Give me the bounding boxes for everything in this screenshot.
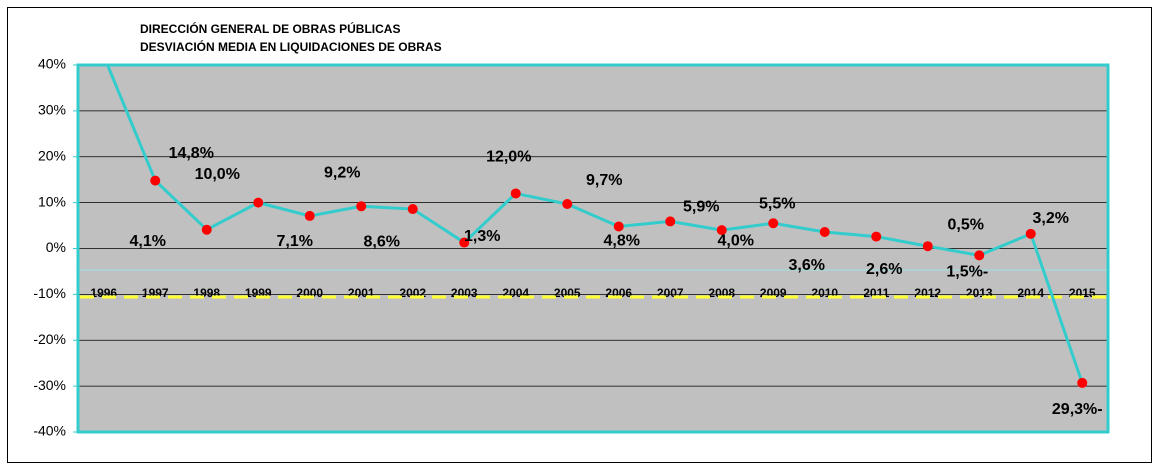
chart-title: DIRECCIÓN GENERAL DE OBRAS PÚBLICAS — [140, 21, 400, 36]
grid — [78, 64, 1108, 433]
data-point — [819, 226, 830, 237]
data-point — [150, 175, 161, 186]
y-tick-label: -20% — [33, 331, 66, 347]
y-tick-label: 40% — [38, 56, 66, 72]
data-point — [510, 188, 521, 199]
data-label: 0,5% — [948, 216, 984, 233]
data-label: 4,0% — [718, 232, 754, 249]
data-label: 1,5%- — [946, 264, 988, 281]
data-point — [716, 225, 727, 236]
data-point — [1025, 228, 1036, 239]
data-point — [407, 204, 418, 215]
y-tick-label: 20% — [38, 147, 66, 163]
data-point — [459, 237, 470, 248]
data-label: 4,1% — [130, 233, 166, 250]
data-point — [871, 231, 882, 242]
data-point — [356, 201, 367, 212]
data-point — [974, 250, 985, 261]
data-label: 3,2% — [1033, 210, 1069, 227]
data-point — [613, 221, 624, 232]
data-label: 9,7% — [586, 172, 622, 189]
data-label: 3,6% — [789, 257, 825, 274]
y-axis: -40% -30% -20% -10% 0% 10% 20% 30% 40% — [33, 56, 78, 439]
data-label: 5,9% — [683, 199, 719, 216]
data-label: 7,1% — [277, 233, 313, 250]
data-point — [665, 216, 676, 227]
data-point — [253, 197, 264, 208]
y-tick-label: -10% — [33, 285, 66, 301]
data-label: 8,6% — [364, 233, 400, 250]
data-label: 4,8% — [604, 233, 640, 250]
data-label: 14,8% — [169, 145, 214, 162]
series-line — [105, 65, 1084, 384]
data-point — [1077, 377, 1088, 388]
y-tick-label: 30% — [38, 102, 66, 118]
data-point — [201, 224, 212, 235]
data-label: 9,2% — [324, 165, 360, 182]
y-tick-label: 10% — [38, 193, 66, 209]
y-tick-label: -30% — [33, 377, 66, 393]
data-label: 29,3%- — [1052, 401, 1103, 418]
y-tick-label: -40% — [33, 423, 66, 439]
data-label: 2,6% — [866, 261, 902, 278]
chart-subtitle: DESVIACIÓN MEDIA EN LIQUIDACIONES DE OBR… — [140, 39, 442, 54]
data-label: 12,0% — [486, 149, 531, 166]
data-point — [562, 199, 573, 210]
data-point — [304, 210, 315, 221]
data-labels: 14,8% 4,1% 10,0% 7,1% 9,2% 8,6% 1,3% 12,0% 9,7% 4… — [130, 145, 1103, 418]
data-label: 5,5% — [759, 195, 795, 212]
series — [105, 65, 1088, 388]
data-label: 1,3% — [464, 228, 500, 245]
data-label: 10,0% — [195, 166, 240, 183]
y-tick-label: 0% — [46, 239, 66, 255]
data-point — [922, 241, 933, 252]
data-point — [768, 218, 779, 229]
